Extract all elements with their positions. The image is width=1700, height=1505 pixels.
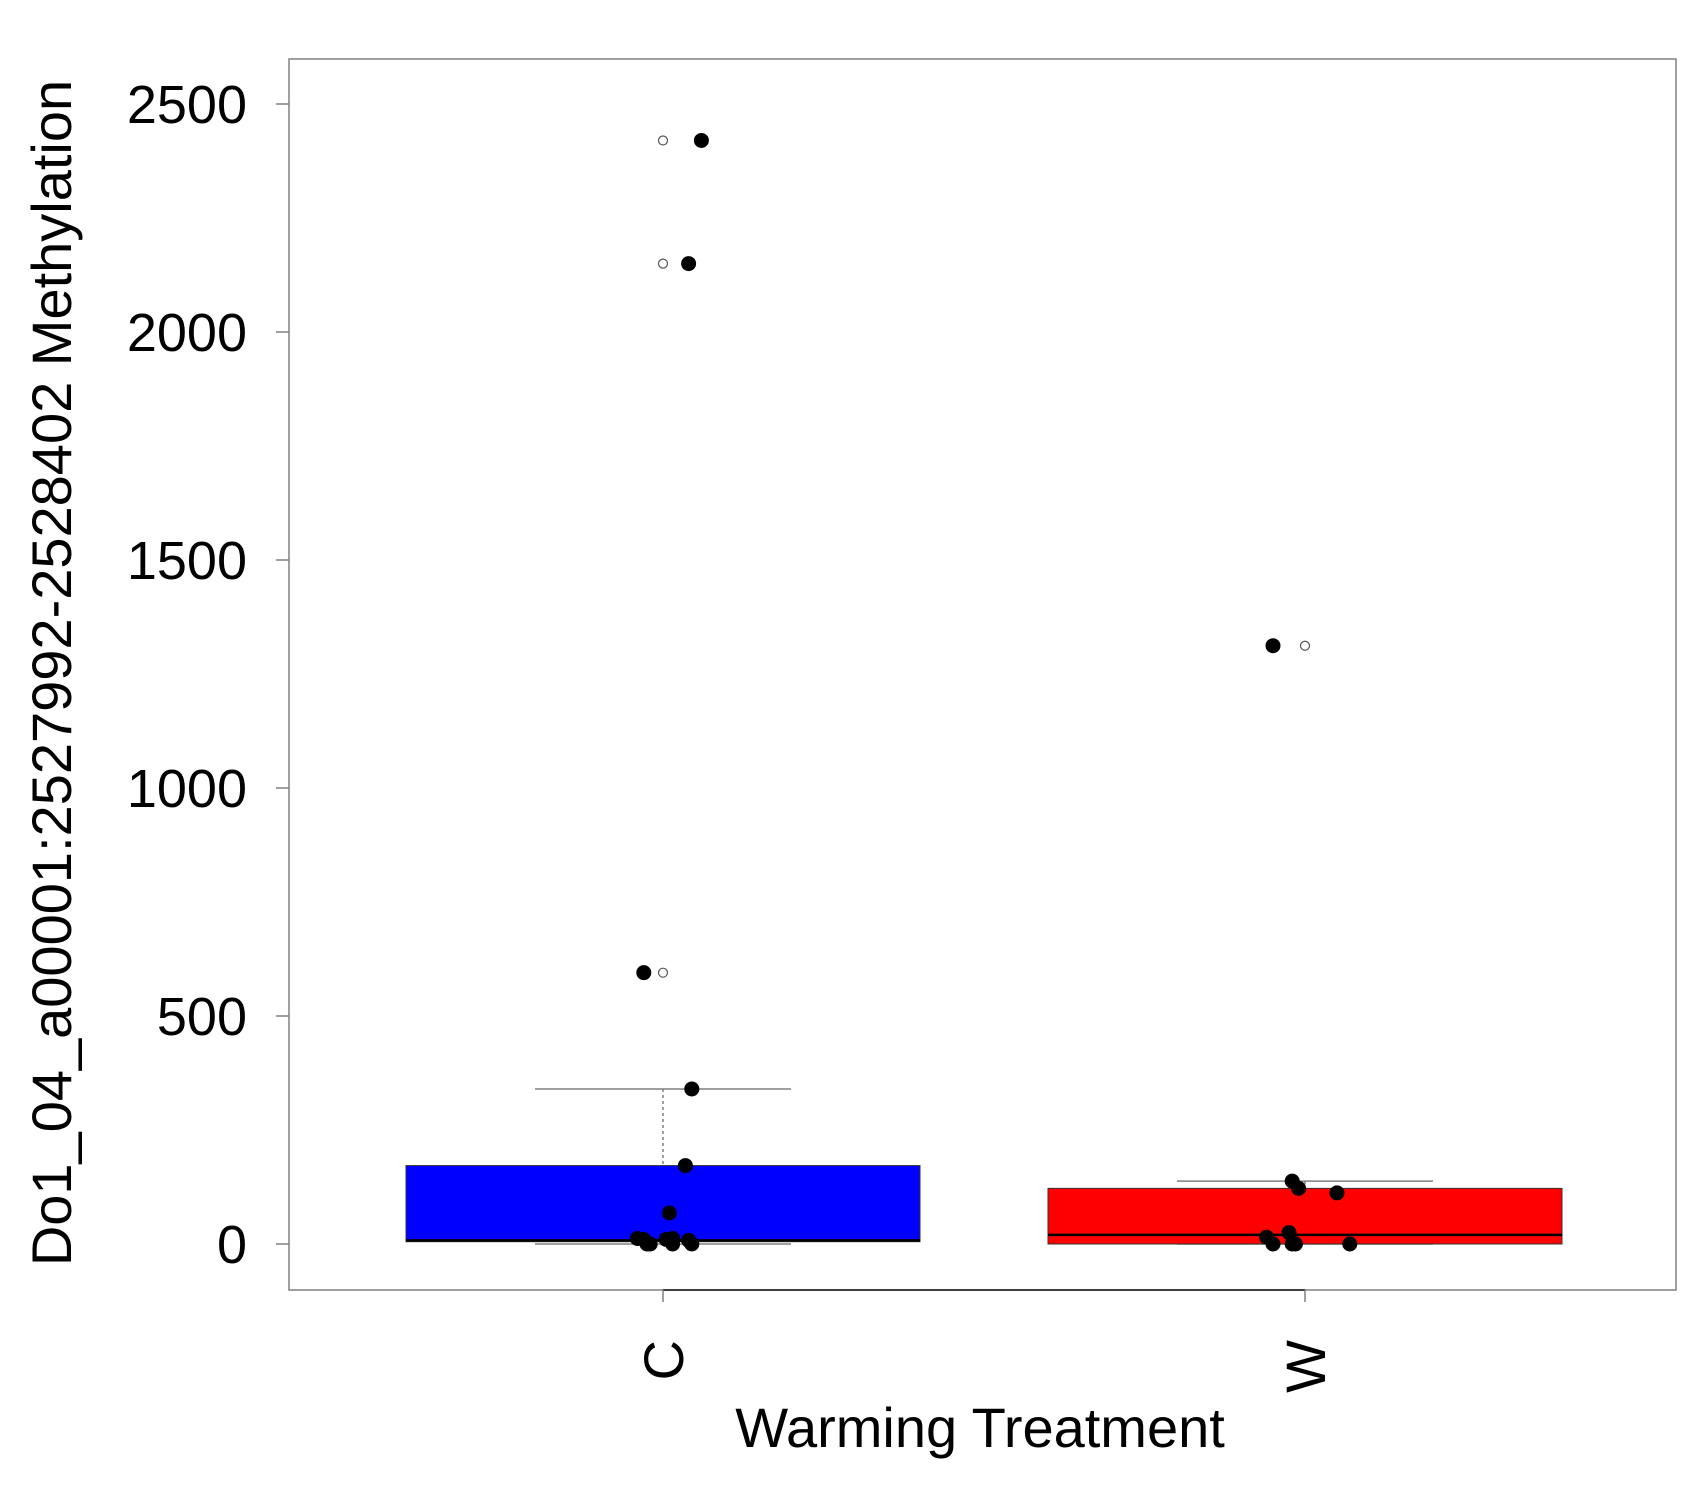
- y-tick-label: 1500: [127, 531, 247, 591]
- box-c: [405, 1165, 921, 1243]
- data-point-c: [665, 1236, 681, 1252]
- data-point-w: [1291, 1180, 1307, 1196]
- data-point-w: [1342, 1236, 1358, 1252]
- data-point-c: [681, 256, 697, 272]
- y-axis-title: Do1_04_a00001:2527992-2528402 Methylatio…: [20, 80, 83, 1266]
- data-point-w: [1281, 1225, 1297, 1241]
- outlier-c: [657, 258, 669, 269]
- data-point-w: [1265, 1236, 1281, 1252]
- y-tick-label: 2500: [127, 75, 247, 135]
- x-axis-title: Warming Treatment: [735, 1396, 1225, 1459]
- data-point-c: [636, 965, 652, 981]
- y-tick-label: 500: [157, 987, 247, 1047]
- x-tick-label-c: C: [632, 1340, 695, 1380]
- y-tick-label: 0: [217, 1215, 247, 1275]
- data-point-c: [677, 1158, 693, 1174]
- data-point-w: [1329, 1185, 1345, 1201]
- data-point-c: [693, 132, 709, 148]
- outlier-w: [1299, 640, 1311, 651]
- x-tick-label-w: W: [1274, 1340, 1337, 1393]
- data-point-c: [684, 1236, 700, 1252]
- data-point-c: [684, 1081, 700, 1097]
- outlier-c: [657, 967, 669, 978]
- outlier-c: [657, 135, 669, 146]
- data-point-c: [642, 1236, 658, 1252]
- plot-frame: [288, 58, 1677, 1291]
- data-point-w: [1287, 1236, 1303, 1252]
- data-point-c: [661, 1205, 677, 1221]
- plot-area: 0 500 1000 1500 2000 2500 C W: [127, 58, 1677, 1393]
- data-point-w: [1265, 638, 1281, 654]
- y-tick-label: 2000: [127, 303, 247, 363]
- y-tick-label: 1000: [127, 759, 247, 819]
